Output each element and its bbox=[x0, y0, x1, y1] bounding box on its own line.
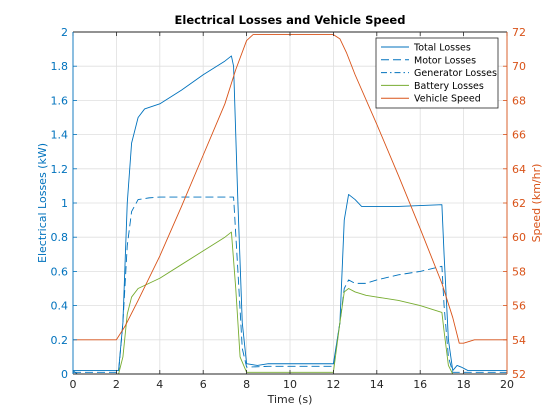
y-left-tick-label: 1.2 bbox=[51, 163, 69, 176]
series-line-vehicle-speed bbox=[73, 34, 507, 344]
legend-label: Battery Losses bbox=[414, 81, 484, 92]
legend-label: Vehicle Speed bbox=[414, 94, 481, 105]
legend-label: Motor Losses bbox=[414, 55, 476, 66]
x-tick-label: 20 bbox=[500, 378, 514, 391]
y-right-tick-label: 52 bbox=[512, 368, 526, 381]
y-axis-left-label: Electrical Losses (kW) bbox=[36, 143, 49, 263]
y-left-tick-label: 0.4 bbox=[51, 300, 69, 313]
x-tick-label: 16 bbox=[413, 378, 427, 391]
y-right-tick-label: 62 bbox=[512, 197, 526, 210]
y-right-tick-label: 70 bbox=[512, 60, 526, 73]
y-right-tick-label: 66 bbox=[512, 129, 526, 142]
y-left-tick-label: 0.8 bbox=[51, 231, 69, 244]
y-right-tick-label: 72 bbox=[512, 26, 526, 39]
x-tick-label: 0 bbox=[70, 378, 77, 391]
legend-label: Total Losses bbox=[413, 43, 471, 54]
y-left-tick-label: 0 bbox=[61, 368, 68, 381]
y-right-tick-label: 68 bbox=[512, 94, 526, 107]
y-left-tick-label: 1.6 bbox=[51, 94, 69, 107]
x-tick-label: 4 bbox=[156, 378, 163, 391]
y-left-tick-label: 1 bbox=[61, 197, 68, 210]
x-tick-label: 8 bbox=[243, 378, 250, 391]
x-tick-label: 18 bbox=[457, 378, 471, 391]
x-tick-label: 12 bbox=[326, 378, 340, 391]
y-left-tick-label: 1.4 bbox=[51, 129, 69, 142]
series-line-motor-losses bbox=[73, 196, 507, 373]
y-left-tick-label: 1.8 bbox=[51, 60, 69, 73]
axes: 0 2 4 6 8 10 12 14 16 18 2000.20.40.60.811.21.41.6… bbox=[51, 26, 527, 391]
x-tick-label: 2 bbox=[113, 378, 120, 391]
y-left-tick-label: 0.2 bbox=[51, 334, 69, 347]
x-tick-label: 14 bbox=[370, 378, 384, 391]
y-right-tick-label: 64 bbox=[512, 163, 526, 176]
x-tick-label: 6 bbox=[200, 378, 207, 391]
chart-title: Electrical Losses and Vehicle Speed bbox=[175, 13, 406, 27]
x-tick-label: 10 bbox=[283, 378, 297, 391]
y-right-tick-label: 56 bbox=[512, 300, 526, 313]
y-left-tick-label: 0.6 bbox=[51, 265, 69, 278]
series-line-total-losses bbox=[73, 55, 507, 372]
y-right-tick-label: 60 bbox=[512, 231, 526, 244]
x-axis-label: Time (s) bbox=[267, 393, 313, 406]
legend-label: Generator Losses bbox=[414, 68, 497, 79]
y-right-tick-label: 58 bbox=[512, 265, 526, 278]
y-right-tick-label: 54 bbox=[512, 334, 526, 347]
y-axis-right-label: Speed (km/hr) bbox=[530, 164, 543, 243]
y-left-tick-label: 2 bbox=[61, 26, 68, 39]
